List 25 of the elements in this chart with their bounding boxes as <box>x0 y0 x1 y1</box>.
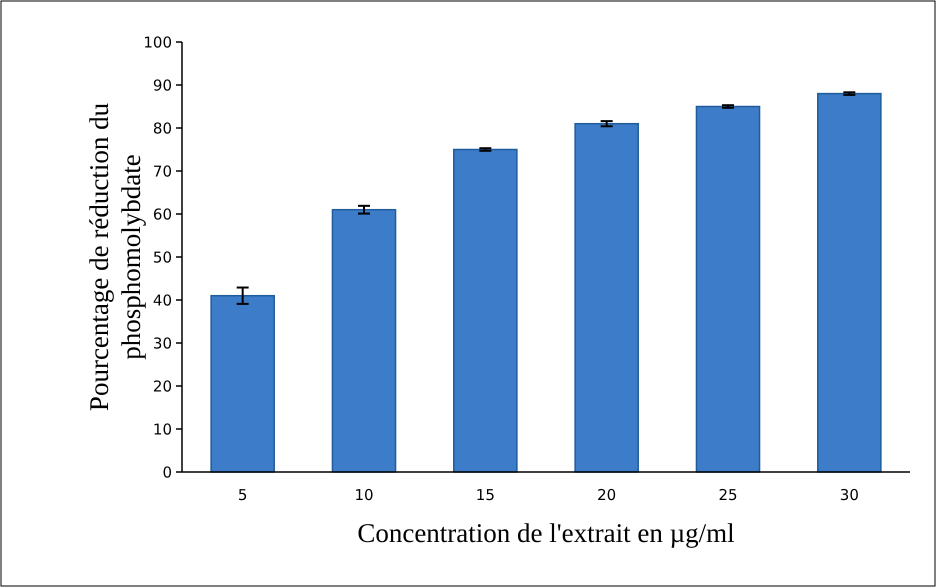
x-tick-label: 5 <box>238 486 248 504</box>
x-tick-label: 10 <box>354 486 374 504</box>
y-tick-label: 80 <box>152 119 172 138</box>
y-tick-label: 50 <box>152 248 172 266</box>
x-tick-label: 20 <box>597 486 616 504</box>
bar <box>453 148 518 473</box>
bar <box>332 208 396 473</box>
y-tick-label: 90 <box>152 76 172 94</box>
y-tick-label: 70 <box>152 162 172 180</box>
x-tick-label: 15 <box>476 486 495 504</box>
x-tick-label: 25 <box>718 486 738 504</box>
y-axis-title: Pourcentage de réduction du phosphomolybdate <box>84 102 146 412</box>
y-tick-label: 20 <box>152 377 172 396</box>
x-axis-title: Concentration de l'extrait en µg/ml <box>357 518 735 548</box>
y-tick-label: 40 <box>152 291 172 310</box>
bar <box>574 122 639 473</box>
bar <box>696 106 760 473</box>
y-tick-label: 10 <box>152 420 172 438</box>
y-tick-label: 30 <box>152 334 172 352</box>
y-tick-label: 60 <box>152 205 172 224</box>
bar <box>817 92 882 473</box>
x-tick-label: 30 <box>840 486 859 504</box>
bar <box>210 294 275 473</box>
y-tick-label: 100 <box>143 33 172 52</box>
y-tick-label: 0 <box>162 463 172 482</box>
